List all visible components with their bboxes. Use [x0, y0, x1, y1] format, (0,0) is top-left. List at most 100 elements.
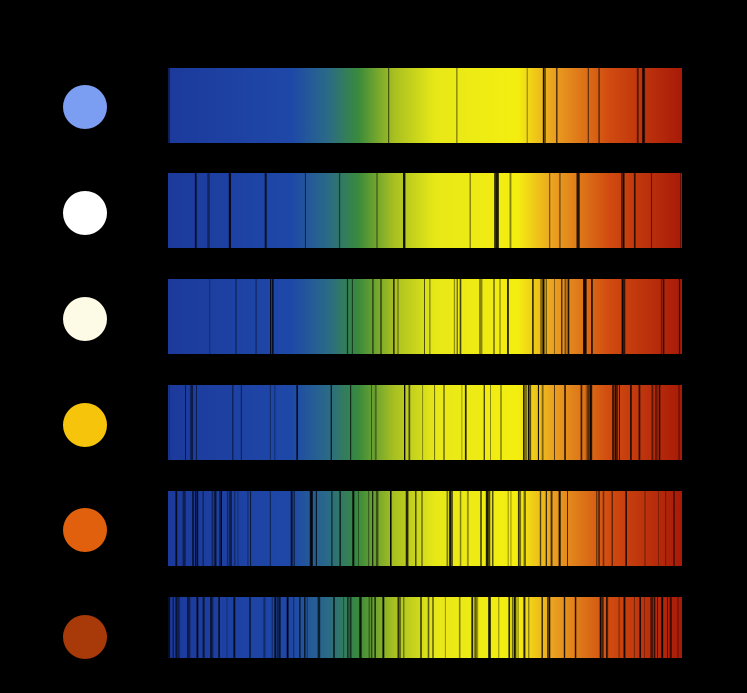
absorption-line [554, 279, 555, 354]
absorption-line [317, 597, 321, 658]
absorption-line [422, 385, 424, 460]
absorption-line [471, 597, 473, 658]
absorption-line [633, 173, 636, 248]
absorption-line [228, 173, 231, 248]
absorption-line [456, 279, 458, 354]
absorption-line [343, 597, 345, 658]
absorption-line [665, 491, 667, 566]
absorption-line [271, 279, 274, 354]
absorption-line [421, 491, 423, 566]
absorption-line [542, 279, 545, 354]
absorption-line [420, 597, 422, 658]
absorption-line [458, 597, 461, 658]
spectrum-band [168, 491, 682, 566]
absorption-line [541, 385, 544, 460]
absorption-line [495, 173, 499, 248]
absorption-line [581, 385, 583, 460]
absorption-line [624, 597, 625, 658]
absorption-line [358, 491, 359, 566]
absorption-line [524, 385, 528, 460]
absorption-line [507, 491, 509, 566]
absorption-line [168, 597, 171, 658]
absorption-line [564, 279, 567, 354]
star-column [63, 85, 107, 659]
absorption-line [310, 491, 313, 566]
absorption-line [263, 597, 266, 658]
absorption-line [561, 279, 563, 354]
absorption-line [517, 491, 522, 566]
absorption-line [194, 173, 197, 248]
absorption-line [226, 597, 228, 658]
star [63, 297, 107, 341]
absorption-line [556, 68, 558, 143]
absorption-line [612, 385, 615, 460]
absorption-line [662, 279, 665, 354]
spectrum [168, 385, 682, 460]
absorption-line [459, 279, 462, 354]
absorption-line [175, 597, 178, 658]
absorption-line [234, 491, 236, 566]
absorption-line [175, 491, 178, 566]
absorption-line [211, 491, 213, 566]
absorption-line [601, 597, 604, 658]
absorption-line [372, 279, 374, 354]
absorption-line [237, 491, 239, 566]
absorption-line [178, 597, 180, 658]
absorption-line [368, 491, 370, 566]
absorption-line [459, 491, 462, 566]
absorption-line [591, 385, 593, 460]
absorption-line [446, 491, 449, 566]
absorption-line [192, 491, 194, 566]
absorption-line [434, 385, 436, 460]
absorption-line [226, 491, 229, 566]
absorption-line [540, 279, 544, 354]
absorption-line [202, 597, 204, 658]
absorption-line [279, 597, 281, 658]
absorption-line [485, 491, 489, 566]
absorption-line [523, 385, 525, 460]
spectrum-band [168, 279, 682, 354]
absorption-line [424, 279, 425, 354]
absorption-line [471, 597, 474, 658]
absorption-line [547, 597, 549, 658]
absorption-line [290, 491, 293, 566]
absorption-line [500, 385, 502, 460]
absorption-line [602, 491, 605, 566]
absorption-line [589, 385, 592, 460]
absorption-line [523, 491, 526, 566]
absorption-line [528, 385, 530, 460]
absorption-line [667, 597, 668, 658]
spectrum-column [168, 68, 682, 658]
absorption-line [474, 597, 477, 658]
absorption-line [673, 491, 675, 566]
absorption-line [293, 597, 295, 658]
absorption-line [213, 491, 216, 566]
absorption-line [567, 491, 568, 566]
star [63, 508, 107, 552]
absorption-line [539, 491, 542, 566]
absorption-line [406, 491, 409, 566]
absorption-line [490, 385, 491, 460]
spectrum [168, 597, 682, 658]
absorption-line [444, 597, 446, 658]
absorption-line [619, 385, 620, 460]
absorption-line [338, 173, 341, 248]
absorption-line [678, 385, 680, 460]
absorption-line [654, 385, 658, 460]
absorption-line [274, 597, 277, 658]
absorption-line [621, 279, 624, 354]
absorption-line [532, 279, 534, 354]
absorption-line [583, 279, 587, 354]
absorption-line [558, 491, 561, 566]
absorption-line [526, 68, 528, 143]
absorption-line [168, 385, 170, 460]
absorption-line [514, 597, 516, 658]
absorption-line [635, 173, 636, 248]
absorption-line [611, 491, 613, 566]
absorption-line [270, 279, 272, 354]
absorption-line [658, 385, 661, 460]
absorption-line [636, 68, 639, 143]
absorption-line [585, 385, 587, 460]
absorption-line [403, 173, 406, 248]
